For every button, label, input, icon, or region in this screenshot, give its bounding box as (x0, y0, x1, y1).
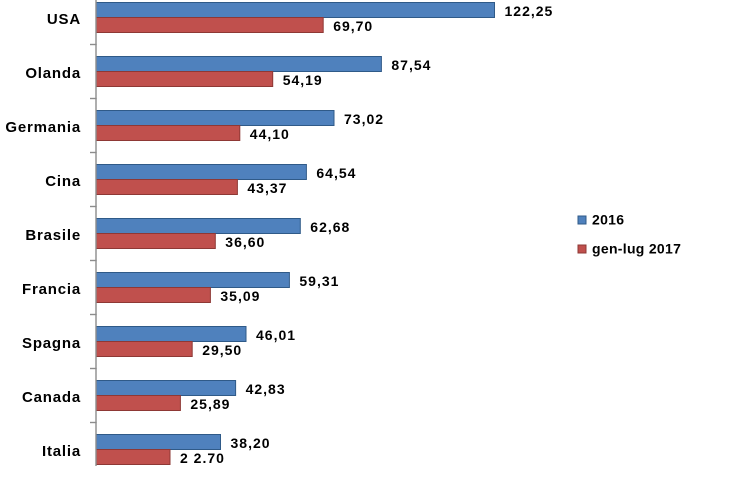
svg-text:2016: 2016 (592, 212, 624, 228)
svg-text:59,31: 59,31 (299, 273, 339, 289)
svg-text:25,89: 25,89 (190, 396, 230, 412)
svg-text:Francia: Francia (22, 281, 81, 298)
svg-text:46,01: 46,01 (256, 327, 296, 343)
svg-text:62,68: 62,68 (310, 219, 350, 235)
svg-text:35,09: 35,09 (220, 288, 260, 304)
svg-text:36,60: 36,60 (225, 234, 265, 250)
svg-text:122,25: 122,25 (505, 3, 554, 19)
svg-text:gen-lug 2017: gen-lug 2017 (592, 241, 681, 257)
svg-text:54,19: 54,19 (283, 72, 323, 88)
svg-text:USA: USA (47, 11, 81, 28)
svg-text:Brasile: Brasile (25, 227, 81, 244)
svg-text:Olanda: Olanda (25, 65, 81, 82)
svg-text:73,02: 73,02 (344, 111, 384, 127)
svg-text:38,20: 38,20 (231, 435, 271, 451)
svg-text:29,50: 29,50 (202, 342, 242, 358)
svg-text:42,83: 42,83 (246, 381, 286, 397)
svg-text:69,70: 69,70 (333, 18, 373, 34)
svg-text:Cina: Cina (45, 173, 81, 190)
svg-text:64,54: 64,54 (316, 165, 356, 181)
svg-text:44,10: 44,10 (250, 126, 290, 142)
svg-text:87,54: 87,54 (391, 57, 431, 73)
svg-text:2 2.70: 2 2.70 (180, 450, 225, 466)
svg-text:Spagna: Spagna (22, 335, 81, 352)
svg-text:Italia: Italia (42, 443, 81, 460)
svg-text:Canada: Canada (22, 389, 81, 406)
svg-text:Germania: Germania (5, 119, 81, 136)
svg-text:43,37: 43,37 (247, 180, 287, 196)
